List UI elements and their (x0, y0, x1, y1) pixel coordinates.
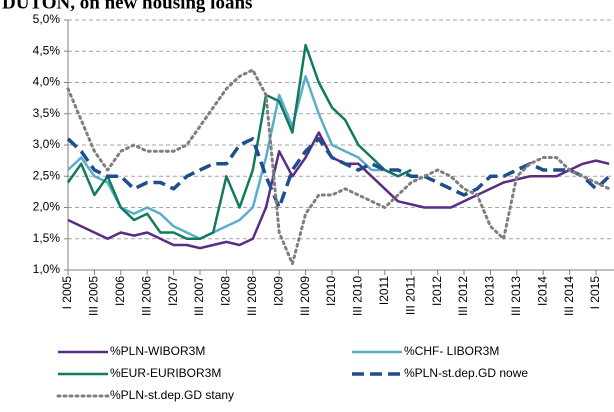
legend-label: %PLN-st.dep.GD stany (110, 388, 234, 402)
x-tick-label: III 2011 (403, 276, 417, 315)
series-line (67, 131, 610, 250)
series-line (67, 75, 412, 241)
x-tick-label: III 2013 (509, 276, 523, 316)
x-tick-label: I 2005 (60, 276, 74, 310)
x-tick-label: III 2014 (562, 276, 576, 316)
chart-title: DUTON, on new housing loans (2, 0, 252, 13)
y-tick-label: 3,0% (33, 137, 61, 151)
y-tick-label: 3,5% (33, 106, 61, 120)
x-tick-label: III 2006 (139, 276, 153, 316)
legend-label: %PLN-st.dep.GD nowe (404, 366, 528, 380)
y-tick-label: 1,0% (33, 262, 61, 276)
y-tick-label: 1,5% (33, 231, 61, 245)
x-tick-label: I2008 (219, 276, 233, 306)
x-tick-label: I2012 (430, 276, 444, 306)
y-tick-label: 4,5% (33, 43, 61, 57)
legend-label: %PLN-WIBOR3M (110, 344, 205, 358)
series-line (66, 68, 611, 266)
x-tick-label: I 2015 (588, 276, 602, 310)
legend-label: %CHF- LIBOR3M (404, 344, 499, 358)
x-tick-label: I2007 (166, 276, 180, 306)
y-tick-label: 5,0% (33, 12, 61, 26)
y-tick-label: 2,5% (33, 168, 61, 182)
x-tick-label: I2013 (483, 276, 497, 306)
series-line (66, 137, 611, 210)
legend-label: %EUR-EURIBOR3M (110, 366, 221, 380)
x-tick-label: III 2009 (298, 276, 312, 316)
y-tick-label: 4,0% (33, 75, 61, 89)
x-tick-label: III 2005 (87, 276, 101, 316)
x-tick-label: III 2008 (245, 276, 259, 316)
x-tick-label: I2014 (535, 276, 549, 306)
x-tick-label: III 2007 (192, 276, 206, 316)
x-tick-label: I2006 (113, 276, 127, 306)
y-tick-label: 2,0% (33, 200, 61, 214)
x-tick-label: III 2012 (456, 276, 470, 316)
x-tick-label: I2010 (324, 276, 338, 306)
x-tick-label: III 2010 (351, 276, 365, 316)
x-tick-label: I2009 (271, 276, 285, 306)
x-tick-label: I2011 (377, 276, 391, 305)
series-line (66, 43, 412, 241)
